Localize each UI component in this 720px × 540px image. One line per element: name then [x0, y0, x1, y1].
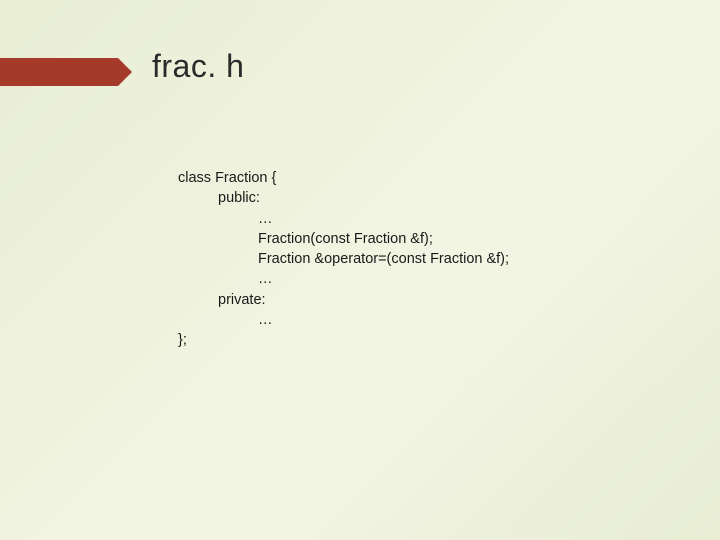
code-line: private:	[178, 290, 509, 310]
accent-bar	[0, 58, 118, 86]
accent-arrow-icon	[118, 58, 132, 86]
code-block: class Fraction { public: … Fraction(cons…	[178, 168, 509, 351]
code-line: };	[178, 330, 509, 350]
code-line: public:	[178, 188, 509, 208]
code-line: Fraction &operator=(const Fraction &f);	[178, 249, 509, 269]
slide-title: frac. h	[152, 48, 244, 85]
code-line: …	[178, 269, 509, 289]
code-line: class Fraction {	[178, 168, 509, 188]
code-line: …	[178, 310, 509, 330]
code-line: …	[178, 209, 509, 229]
code-line: Fraction(const Fraction &f);	[178, 229, 509, 249]
